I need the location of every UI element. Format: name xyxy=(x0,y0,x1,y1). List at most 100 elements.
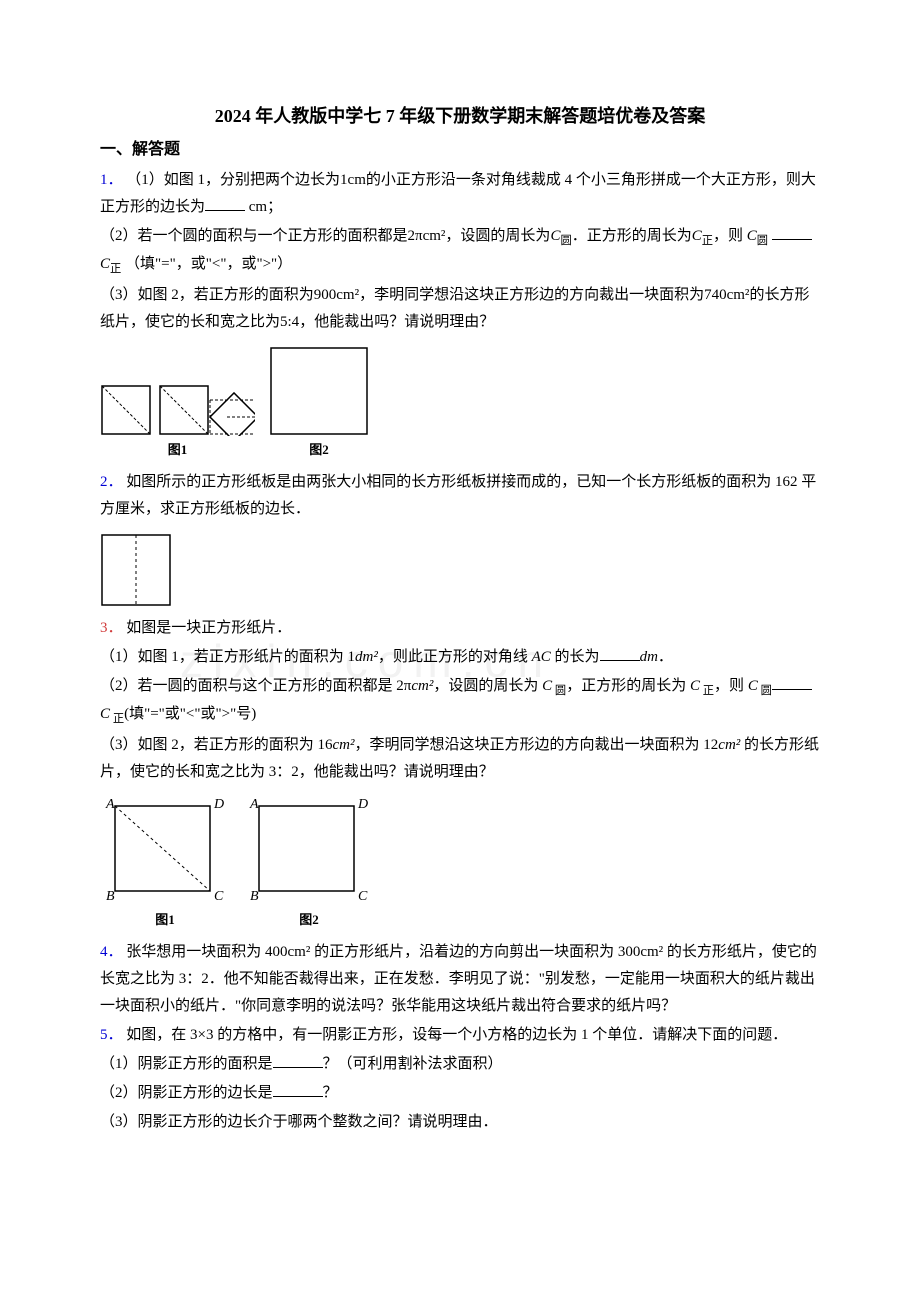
q4-number: 4． xyxy=(100,944,123,960)
text: （1）如图 1，若正方形纸片的面积为 1 xyxy=(100,649,355,665)
unit: dm² xyxy=(355,649,378,665)
text: （3）阴影正方形的边长介于哪两个整数之间？请说明理由． xyxy=(100,1114,498,1130)
svg-text:A: A xyxy=(249,797,259,812)
q1-fig1: 图1 xyxy=(100,364,255,461)
svg-text:D: D xyxy=(213,797,224,812)
q2-number: 2． xyxy=(100,474,123,490)
text: （2）若一圆的面积与这个正方形的面积都是 2π xyxy=(100,678,411,694)
text: ，设圆的周长为 xyxy=(433,678,542,694)
subscript: 圆 xyxy=(758,685,772,697)
svg-text:B: B xyxy=(106,889,115,904)
svg-text:B: B xyxy=(250,889,259,904)
blank xyxy=(600,645,640,662)
text: 的长为 xyxy=(551,649,600,665)
q1-p1: 1． （1）如图 1，分别把两个边长为1cm的小正方形沿一条对角线裁成 4 个小… xyxy=(100,167,820,221)
text: ，李明同学想沿这块正方形边的方向裁出一块面积为 xyxy=(359,287,704,303)
subscript: 正 xyxy=(700,685,714,697)
text: 如图是一块正方形纸片． xyxy=(126,620,291,636)
blank xyxy=(273,1051,323,1068)
text: 740cm² xyxy=(704,287,749,303)
var: AC xyxy=(532,649,551,665)
var: C xyxy=(550,228,560,244)
blank xyxy=(772,224,812,241)
svg-text:C: C xyxy=(214,889,224,904)
q1-fig2-svg xyxy=(269,346,369,436)
subscript: 圆 xyxy=(757,235,768,247)
text: (填"="或"<"或">"号) xyxy=(124,706,256,722)
q5-number: 5． xyxy=(100,1027,123,1043)
text: 5:4 xyxy=(280,314,299,330)
section-heading: 一、解答题 xyxy=(100,136,820,165)
svg-text:C: C xyxy=(358,889,368,904)
q1-fig1-svg xyxy=(100,364,255,436)
text: ，设圆的周长为 xyxy=(445,228,550,244)
q2: 2． 如图所示的正方形纸板是由两张大小相同的长方形纸板拼接而成的，已知一个长方形… xyxy=(100,469,820,523)
q1-number: 1． xyxy=(100,172,123,188)
q1-fig2: 图2 xyxy=(269,346,369,461)
q2-svg xyxy=(100,533,172,607)
text: cm xyxy=(249,199,267,215)
q3-fig1: A D B C 图1 xyxy=(100,796,230,931)
text: ？ xyxy=(323,1085,338,1101)
var: C xyxy=(100,256,110,272)
text: ，则 xyxy=(713,228,743,244)
text: （3）如图 2，若正方形的面积为 xyxy=(100,287,314,303)
text: 如图所示的正方形纸板是由两张大小相同的长方形纸板拼接而成的，已知一个长方形纸板的… xyxy=(100,474,816,517)
var: C xyxy=(747,228,757,244)
fig-caption: 图1 xyxy=(155,908,175,931)
q3-figures: A D B C 图1 A D B C 图2 xyxy=(100,796,820,931)
text: 900cm² xyxy=(314,287,359,303)
text: （1）阴影正方形的面积是 xyxy=(100,1056,273,1072)
q3-intro: 3． 如图是一块正方形纸片． xyxy=(100,615,820,642)
text: ，则 xyxy=(714,678,748,694)
q1-p2: （2）若一个圆的面积与一个正方形的面积都是2πcm²，设圆的周长为C圆．正方形的… xyxy=(100,223,820,280)
text: （2）若一个圆的面积与一个正方形的面积都是 xyxy=(100,228,408,244)
q1-p3: （3）如图 2，若正方形的面积为900cm²，李明同学想沿这块正方形边的方向裁出… xyxy=(100,282,820,336)
q2-figure xyxy=(100,533,820,607)
var: C xyxy=(748,678,758,694)
svg-text:D: D xyxy=(357,797,368,812)
text: ？（可利用割补法求面积） xyxy=(323,1056,503,1072)
q5-p3: （3）阴影正方形的边长介于哪两个整数之间？请说明理由． xyxy=(100,1109,820,1136)
q3-fig2-svg: A D B C xyxy=(244,796,374,906)
text: 2πcm² xyxy=(408,228,446,244)
var: C xyxy=(690,678,700,694)
subscript: 正 xyxy=(110,263,121,275)
text: ，他能裁出吗？请说明理由？ xyxy=(299,314,494,330)
q5-intro: 5． 如图，在 3×3 的方格中，有一阴影正方形，设每一个小方格的边长为 1 个… xyxy=(100,1022,820,1049)
unit: dm xyxy=(640,649,658,665)
text: （填"="，或"<"，或">"） xyxy=(125,256,292,272)
subscript: 圆 xyxy=(552,685,566,697)
text: （2）阴影正方形的边长是 xyxy=(100,1085,273,1101)
var: C xyxy=(100,706,110,722)
q5-p2: （2）阴影正方形的边长是 ？ xyxy=(100,1080,820,1107)
unit: cm² xyxy=(411,678,433,694)
q4: 4． 张华想用一块面积为 400cm² 的正方形纸片，沿着边的方向剪出一块面积为… xyxy=(100,939,820,1020)
var: C xyxy=(542,678,552,694)
text: 张华想用一块面积为 400cm² 的正方形纸片，沿着边的方向剪出一块面积为 30… xyxy=(100,944,817,1014)
subscript: 正 xyxy=(702,235,713,247)
text: ．正方形的周长为 xyxy=(572,228,692,244)
q1-figures: 图1 图2 xyxy=(100,346,820,461)
blank xyxy=(205,195,245,212)
q5-p1: （1）阴影正方形的面积是 ？（可利用割补法求面积） xyxy=(100,1051,820,1078)
fig-caption: 图2 xyxy=(299,908,319,931)
text: ，正方形的周长为 xyxy=(566,678,686,694)
q3-number: 3． xyxy=(100,620,123,636)
q3-fig2: A D B C 图2 xyxy=(244,796,374,931)
text: ，李明同学想沿这块正方形边的方向裁出一块面积为 12 xyxy=(355,737,719,753)
text: ； xyxy=(267,199,282,215)
text: ． xyxy=(658,649,673,665)
q3-fig1-svg: A D B C xyxy=(100,796,230,906)
unit: cm² xyxy=(718,737,740,753)
text: （1）如图 1，分别把两个边长为 xyxy=(126,172,340,188)
page-title: 2024 年人教版中学七 7 年级下册数学期末解答题培优卷及答案 xyxy=(100,100,820,132)
blank xyxy=(772,674,812,691)
text: ，则此正方形的对角线 xyxy=(378,649,532,665)
text: 如图，在 3×3 的方格中，有一阴影正方形，设每一个小方格的边长为 1 个单位．… xyxy=(126,1027,787,1043)
q3-p3: （3）如图 2，若正方形的面积为 16 cm²，李明同学想沿这块正方形边的方向裁出… xyxy=(100,732,820,786)
fig-caption: 图1 xyxy=(168,438,188,461)
subscript: 圆 xyxy=(560,235,571,247)
var: C xyxy=(692,228,702,244)
text: （3）如图 2，若正方形的面积为 16 xyxy=(100,737,333,753)
